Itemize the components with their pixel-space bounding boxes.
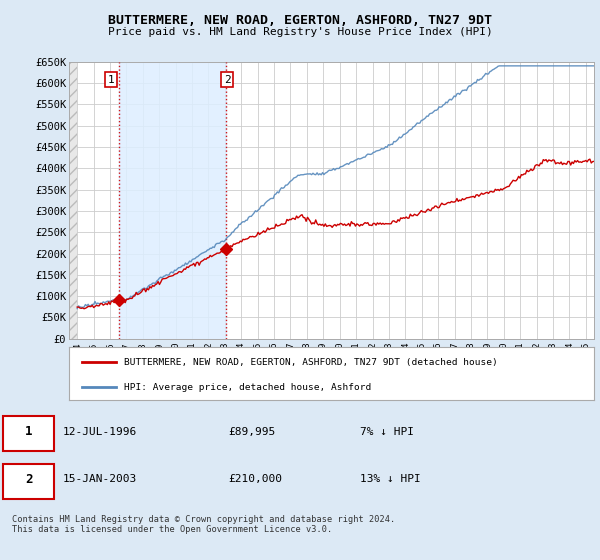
- Text: 15-JAN-2003: 15-JAN-2003: [63, 474, 137, 484]
- Text: BUTTERMERE, NEW ROAD, EGERTON, ASHFORD, TN27 9DT: BUTTERMERE, NEW ROAD, EGERTON, ASHFORD, …: [108, 14, 492, 27]
- Text: 12-JUL-1996: 12-JUL-1996: [63, 427, 137, 437]
- Text: Contains HM Land Registry data © Crown copyright and database right 2024.
This d: Contains HM Land Registry data © Crown c…: [12, 515, 395, 534]
- Text: £210,000: £210,000: [228, 474, 282, 484]
- Text: 7% ↓ HPI: 7% ↓ HPI: [360, 427, 414, 437]
- FancyBboxPatch shape: [3, 416, 54, 451]
- FancyBboxPatch shape: [3, 464, 54, 499]
- Text: 2: 2: [25, 473, 32, 486]
- Text: HPI: Average price, detached house, Ashford: HPI: Average price, detached house, Ashf…: [124, 382, 371, 391]
- Text: BUTTERMERE, NEW ROAD, EGERTON, ASHFORD, TN27 9DT (detached house): BUTTERMERE, NEW ROAD, EGERTON, ASHFORD, …: [124, 358, 498, 367]
- Text: 1: 1: [25, 425, 32, 438]
- Text: 2: 2: [224, 74, 230, 85]
- Text: £89,995: £89,995: [228, 427, 275, 437]
- Text: 13% ↓ HPI: 13% ↓ HPI: [360, 474, 421, 484]
- Bar: [119, 62, 226, 339]
- Text: Price paid vs. HM Land Registry's House Price Index (HPI): Price paid vs. HM Land Registry's House …: [107, 27, 493, 37]
- Text: 1: 1: [107, 74, 114, 85]
